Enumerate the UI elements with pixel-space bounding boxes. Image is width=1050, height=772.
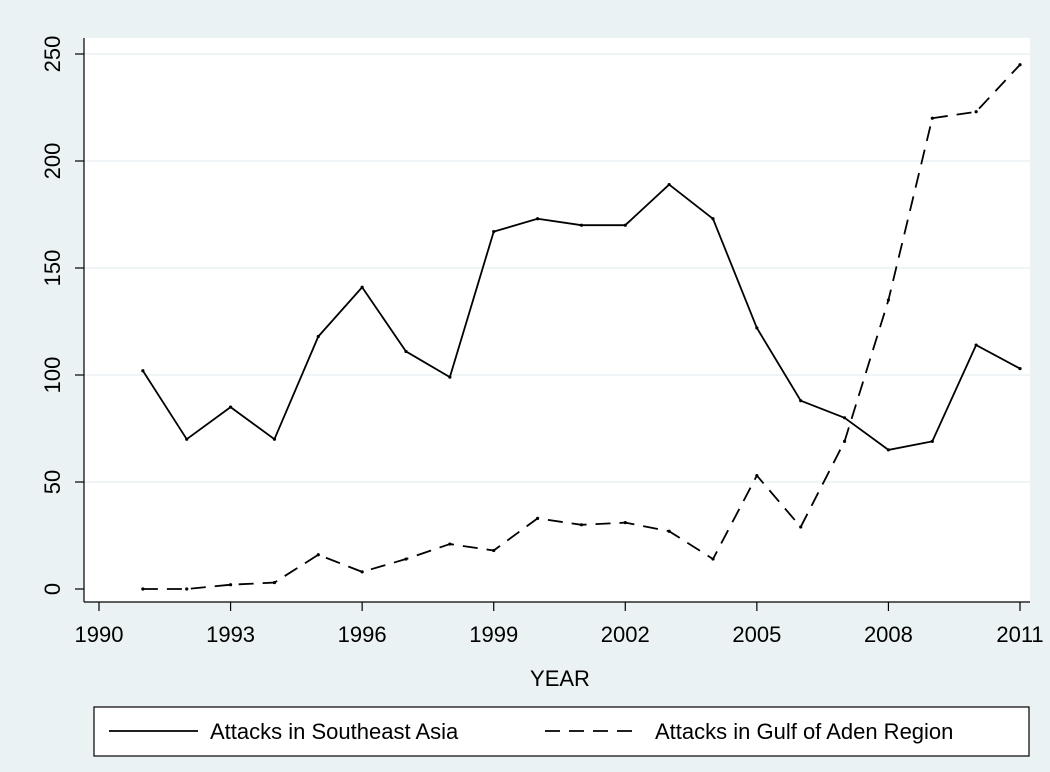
legend-label: Attacks in Gulf of Aden Region <box>655 719 953 744</box>
data-point <box>316 334 320 339</box>
y-tick-label: 50 <box>40 470 65 494</box>
data-point <box>448 375 452 379</box>
data-point <box>755 473 759 478</box>
data-point <box>886 448 891 452</box>
plot-area <box>84 38 1030 602</box>
data-point <box>404 557 408 561</box>
data-point <box>535 217 540 221</box>
data-point <box>755 326 759 330</box>
series-lines <box>141 63 1022 591</box>
x-tick-label: 1993 <box>206 622 255 647</box>
data-point <box>842 416 847 420</box>
data-point <box>930 439 934 443</box>
y-tick-label: 250 <box>40 36 65 73</box>
data-point <box>1018 366 1022 371</box>
data-point <box>1018 63 1022 67</box>
data-point <box>228 583 233 587</box>
y-tick-label: 0 <box>40 583 65 595</box>
data-point <box>535 516 540 520</box>
x-tick-label: 2002 <box>601 622 650 647</box>
data-point <box>185 587 189 591</box>
data-point <box>185 437 189 441</box>
y-tick-label: 200 <box>40 143 65 180</box>
data-point <box>623 223 627 227</box>
legend-items: Attacks in Southeast Asia Attacks in Gulf… <box>109 719 953 744</box>
x-tick-label: 1999 <box>469 622 518 647</box>
x-tick-label: 2008 <box>864 622 913 647</box>
x-tick-label: 2005 <box>732 622 781 647</box>
data-point <box>579 523 584 527</box>
data-point <box>141 369 145 373</box>
data-point <box>711 557 715 561</box>
data-point <box>623 521 627 525</box>
data-point <box>448 542 452 546</box>
data-point <box>667 529 671 533</box>
data-point <box>404 349 408 354</box>
legend-box <box>93 706 1030 757</box>
data-point <box>360 285 364 289</box>
data-point <box>228 405 233 409</box>
legend: Attacks in Southeast Asia Attacks in Gulf… <box>93 706 1030 757</box>
data-point <box>799 525 803 529</box>
x-tick-label: 2011 <box>996 622 1043 647</box>
x-tick-label: 1996 <box>338 622 387 647</box>
data-point <box>974 110 978 114</box>
data-point <box>360 570 364 574</box>
axes: 0 50 100 150 200 250 1990 1993 1996 1999 2002 2005 2… <box>40 36 1044 647</box>
data-point <box>667 182 671 187</box>
legend-label: Attacks in Southeast Asia <box>210 719 459 744</box>
data-point <box>272 580 277 585</box>
x-axis-title: YEAR <box>530 666 590 691</box>
data-point <box>886 298 891 302</box>
x-tick-label: 1990 <box>75 622 124 647</box>
y-tick-label: 100 <box>40 357 65 394</box>
data-point <box>492 548 496 553</box>
data-point <box>799 399 803 403</box>
data-point <box>930 116 934 120</box>
data-point <box>579 223 584 227</box>
data-point <box>842 439 847 443</box>
data-point <box>974 343 978 347</box>
data-point <box>272 437 277 441</box>
y-tick-label: 150 <box>40 250 65 287</box>
data-point <box>316 553 320 557</box>
data-point <box>492 230 496 234</box>
data-point <box>711 217 715 221</box>
data-point <box>141 587 145 591</box>
grid-lines <box>84 53 1030 483</box>
